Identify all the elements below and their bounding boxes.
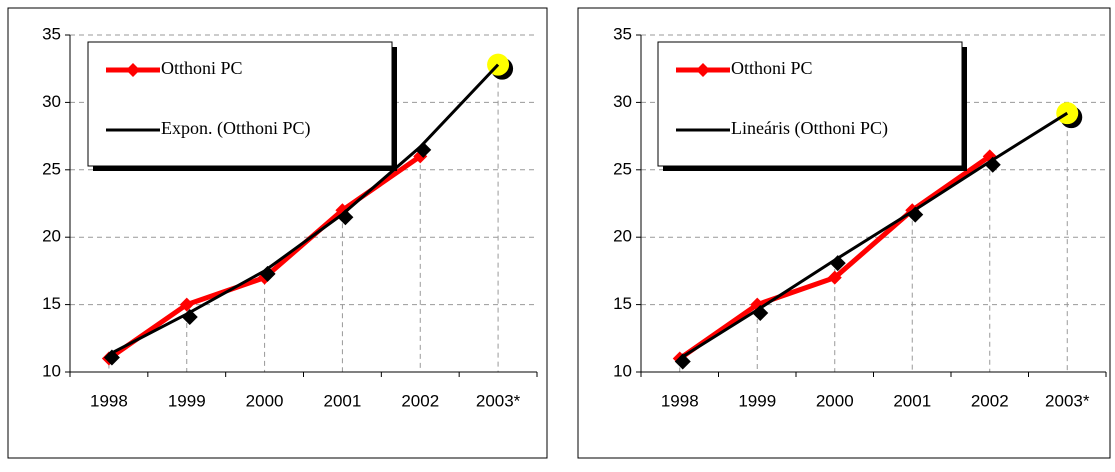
legend	[87, 41, 393, 167]
y-tick-label: 10	[613, 361, 632, 380]
legend	[657, 41, 963, 167]
x-tick-label: 2003*	[476, 391, 521, 410]
y-tick-label: 15	[613, 294, 632, 313]
chart: 10 15 20 25 30 35 1998 1999 2000 2001 2002 2003* Ott…	[7, 7, 548, 459]
y-tick-label: 30	[42, 92, 61, 111]
x-tick-label: 2001	[324, 391, 362, 410]
series-marker	[179, 297, 194, 312]
legend-marker	[126, 63, 140, 77]
x-tick-label: 2000	[246, 391, 284, 410]
x-tick-label: 2001	[893, 391, 931, 410]
y-tick-label: 25	[42, 159, 61, 178]
series-line	[108, 63, 500, 356]
x-tick-label: 1998	[661, 391, 699, 410]
series-line	[678, 111, 1069, 360]
x-tick-label: 2002	[971, 391, 1009, 410]
y-tick-label: 35	[613, 24, 632, 43]
x-tick-label: 1999	[168, 391, 206, 410]
x-tick-label: 1998	[90, 391, 128, 410]
legend-label: Lineáris (Otthoni PC)	[731, 118, 888, 139]
x-tick-label: 2003*	[1045, 391, 1090, 410]
legend-label: Expon. (Otthoni PC)	[161, 118, 311, 139]
legend-label: Otthoni PC	[161, 58, 243, 78]
trend-marker	[674, 353, 691, 370]
x-tick-label: 1999	[738, 391, 776, 410]
legend-label: Otthoni PC	[731, 58, 813, 78]
x-tick-label: 2000	[816, 391, 854, 410]
legend-marker	[696, 63, 710, 77]
trend-marker	[103, 349, 120, 366]
chart: 10 15 20 25 30 35 1998 1999 2000 2001 2002 2003* Ott…	[577, 7, 1111, 459]
y-tick-label: 30	[613, 92, 632, 111]
y-tick-label: 35	[42, 24, 61, 43]
series-marker	[827, 270, 842, 285]
y-tick-label: 20	[613, 227, 632, 246]
y-tick-label: 25	[613, 159, 632, 178]
x-tick-label: 2002	[401, 391, 439, 410]
y-tick-label: 15	[42, 294, 61, 313]
y-tick-label: 20	[42, 227, 61, 246]
y-tick-label: 10	[42, 361, 61, 380]
